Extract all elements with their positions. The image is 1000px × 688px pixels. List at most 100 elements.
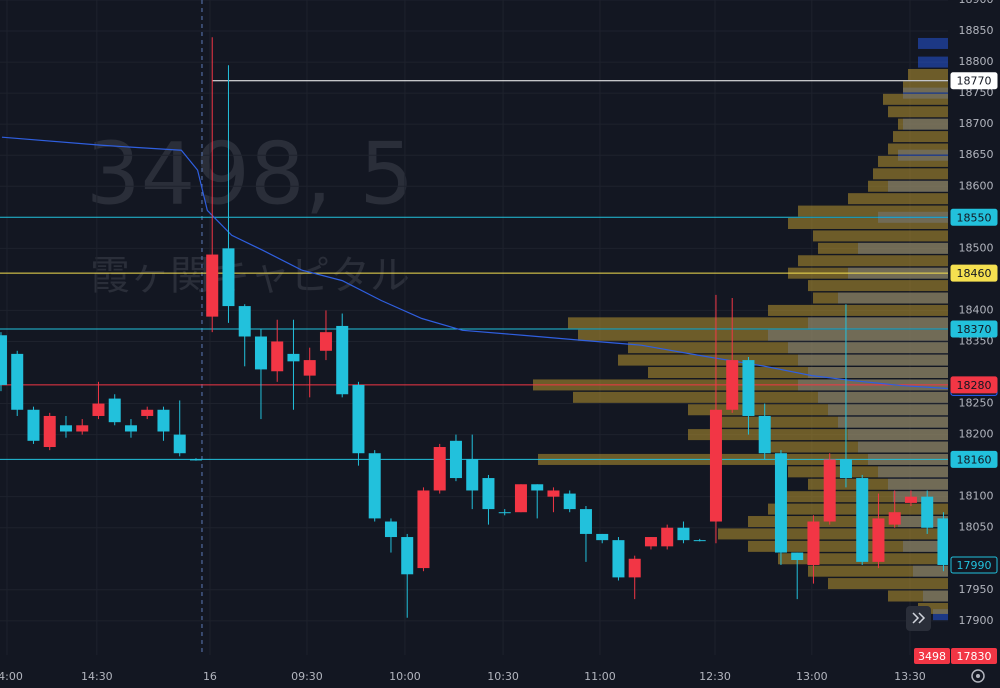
y-tick-label: 18800	[959, 55, 994, 68]
profile-bar	[893, 131, 948, 143]
profile-bar	[873, 168, 948, 180]
profile-bar	[573, 391, 948, 403]
settings-icon[interactable]	[971, 669, 985, 683]
badge-label: 3498	[918, 650, 946, 663]
profile-bar	[578, 329, 948, 341]
candle-body	[27, 409, 40, 441]
y-tick-label: 18850	[959, 24, 994, 37]
candle-body	[904, 496, 917, 503]
profile-bar	[788, 218, 948, 230]
profile-bar	[813, 230, 948, 242]
y-tick-label: 18500	[959, 241, 994, 254]
profile-bar	[748, 516, 948, 528]
axis-panel	[0, 660, 948, 688]
candle-body	[579, 509, 592, 534]
watermark-symbol: 3498, 5	[86, 124, 414, 224]
profile-bar	[568, 317, 948, 329]
candle-body	[319, 332, 332, 351]
candle-body	[336, 325, 349, 395]
price-label: 18370	[957, 323, 992, 336]
y-tick-label: 17900	[959, 614, 994, 627]
y-tick-label: 18650	[959, 148, 994, 161]
candle-body	[189, 459, 202, 461]
candle-body	[271, 341, 284, 372]
profile-bar	[628, 342, 948, 354]
candle-body	[937, 518, 950, 565]
profile-bar	[718, 528, 948, 540]
candle-body	[742, 360, 755, 416]
profile-bar	[798, 255, 948, 267]
candle-body	[872, 518, 885, 562]
y-tick-label: 18700	[959, 117, 994, 130]
candle-body	[791, 552, 804, 561]
profile-bar	[888, 143, 948, 155]
profile-bar	[918, 602, 948, 614]
candle-body	[466, 459, 479, 491]
candle-body	[888, 512, 901, 525]
price-label: 18160	[957, 453, 992, 466]
y-tick-label: 18250	[959, 397, 994, 410]
candle-body	[628, 558, 641, 578]
scroll-icon	[912, 612, 926, 624]
scroll-button[interactable]	[906, 606, 931, 631]
price-label: 18550	[957, 211, 992, 224]
candle-body	[157, 409, 170, 432]
x-tick-label: 10:00	[389, 670, 421, 683]
candle-body	[758, 415, 771, 454]
settings-button[interactable]	[971, 669, 985, 683]
profile-bar	[818, 242, 948, 254]
y-tick-label: 18600	[959, 179, 994, 192]
candle-body	[254, 336, 267, 370]
candle-body	[807, 521, 820, 565]
candle-body	[482, 478, 495, 510]
profile-bar	[718, 416, 948, 428]
price-label-bg	[950, 264, 998, 282]
candle-body	[0, 335, 7, 385]
candle-body	[124, 425, 137, 432]
price-label-bg	[950, 376, 998, 394]
profile-bar	[798, 205, 948, 217]
profile-bar	[688, 429, 948, 441]
price-label-bg	[950, 320, 998, 338]
vwap-line	[1, 136, 950, 390]
candle-body	[774, 453, 787, 553]
x-tick-label: 13:00	[796, 670, 828, 683]
badge-bg	[951, 648, 997, 664]
x-tick-label: 16	[203, 670, 217, 683]
profile-bar	[618, 354, 948, 366]
profile-bar	[888, 106, 948, 118]
candle-body	[368, 453, 381, 519]
candle-body	[433, 447, 446, 491]
price-label-bg	[950, 556, 998, 574]
y-tick-label: 18050	[959, 521, 994, 534]
candle-body	[547, 490, 560, 497]
profile-bar	[813, 292, 948, 304]
price-label: 18770	[957, 75, 992, 88]
profile-bar	[828, 578, 948, 590]
candle-body	[612, 540, 625, 578]
badge-label: 17830	[957, 650, 992, 663]
candle-body	[563, 493, 576, 510]
price-label: 17990	[957, 559, 992, 572]
y-tick-label: 18750	[959, 86, 994, 99]
candle-body	[823, 459, 836, 522]
profile-bar	[918, 56, 948, 68]
x-tick-label: 11:00	[584, 670, 616, 683]
candle-body	[531, 484, 544, 491]
candle-body	[303, 360, 316, 376]
candle-body	[173, 434, 186, 454]
x-tick-label: 14:00	[0, 670, 23, 683]
y-tick-label: 18400	[959, 303, 994, 316]
settings-icon-center	[976, 674, 980, 678]
candle-body	[498, 512, 511, 514]
y-tick-label: 18200	[959, 428, 994, 441]
price-label: 18460	[957, 267, 992, 280]
profile-bar	[898, 149, 948, 161]
candle-body	[417, 490, 430, 569]
profile-bar	[918, 37, 948, 49]
x-tick-label: 13:30	[894, 670, 926, 683]
price-label: 18280	[957, 379, 992, 392]
candle-body	[141, 409, 154, 416]
candle-body	[677, 527, 690, 541]
